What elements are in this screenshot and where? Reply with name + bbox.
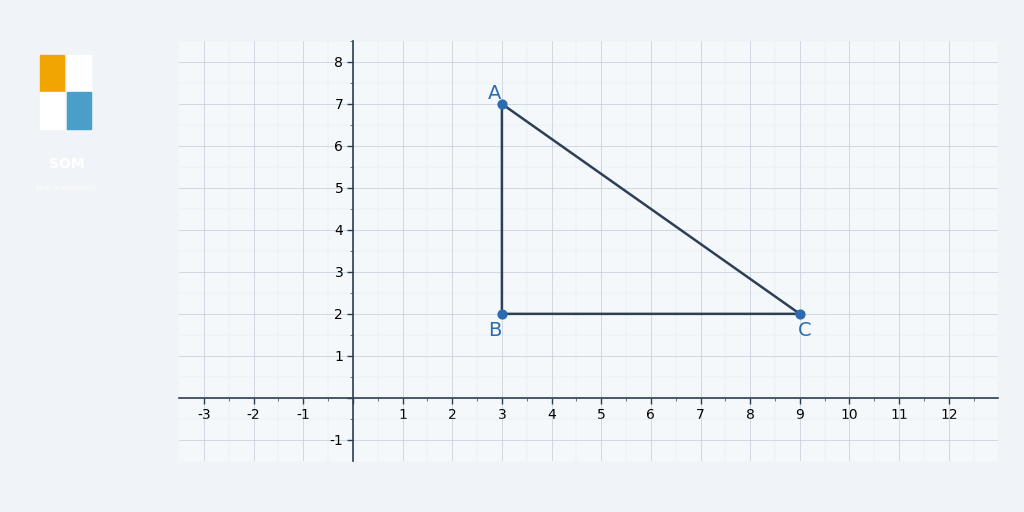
Text: STORY OF MATHEMATICS: STORY OF MATHEMATICS [36,186,97,191]
Text: A: A [487,84,501,103]
Bar [40,55,63,92]
Point [494,100,510,108]
Bar [40,92,63,129]
Text: C: C [798,321,812,340]
Point [792,310,808,318]
Point [494,310,510,318]
Text: SOM: SOM [49,157,84,171]
Bar [67,55,90,92]
Text: B: B [487,321,501,340]
Bar [67,92,90,129]
